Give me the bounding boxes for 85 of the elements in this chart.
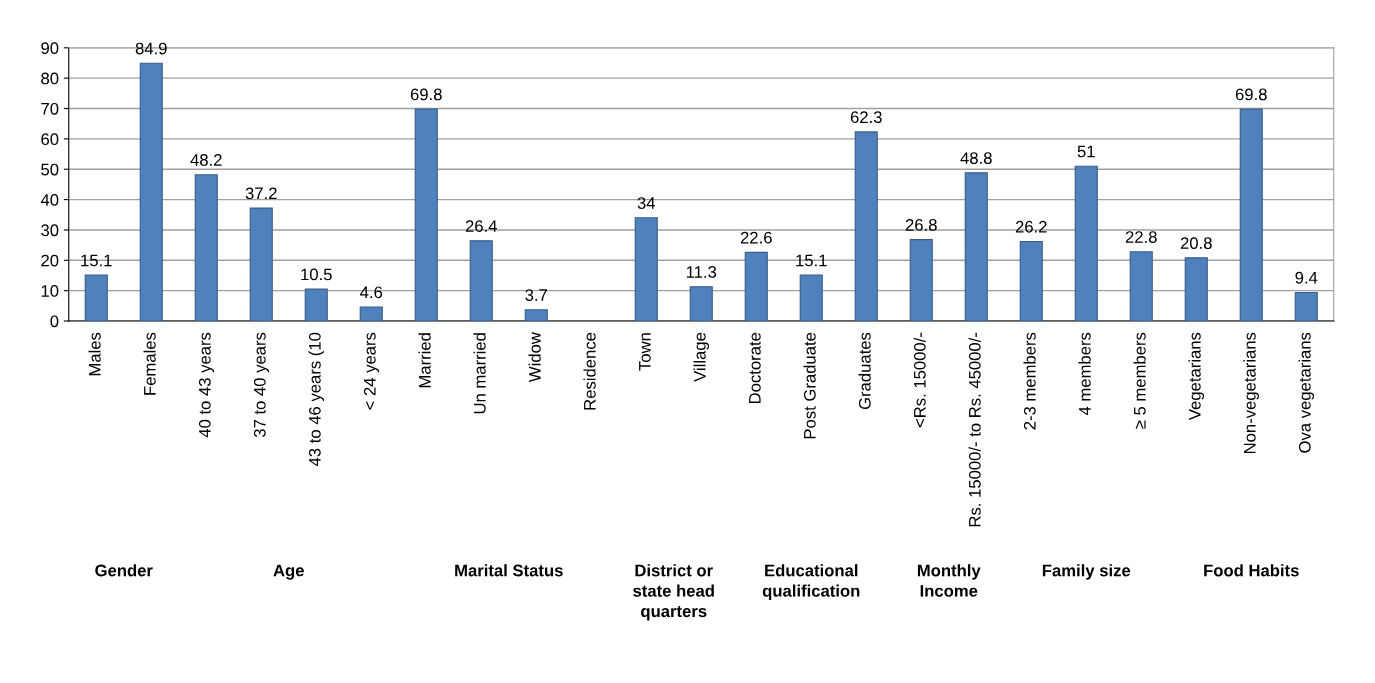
- data-label: 69.8: [1235, 88, 1267, 101]
- x-tick-label: Married: [418, 333, 431, 388]
- data-label: 51: [1077, 145, 1095, 158]
- x-tick-label: 43 to 46 years (10: [308, 332, 325, 467]
- bar: [1019, 240, 1043, 322]
- x-tick-label: Non-vegetarians: [1243, 332, 1260, 454]
- x-tick-label: Females: [143, 332, 156, 395]
- y-tick-label: 60: [41, 133, 59, 146]
- x-tick-label: Ova vegetarians: [1298, 332, 1315, 453]
- bar: [1239, 108, 1263, 322]
- data-label: 26.2: [1015, 220, 1047, 233]
- text: Age: [273, 564, 304, 580]
- bar: [249, 207, 273, 322]
- y-tick-label: 80: [41, 72, 59, 85]
- x-tick-label: ≥ 5 members: [1133, 332, 1146, 429]
- data-label: 15.1: [796, 254, 827, 267]
- x-tick-label: Males: [88, 332, 101, 376]
- y-tick-label: 50: [41, 163, 59, 176]
- bar: [304, 288, 328, 322]
- x-tick-label: Vegetarians: [1188, 332, 1205, 421]
- text: Food Habits: [1204, 564, 1299, 577]
- data-label: 26.8: [905, 219, 937, 231]
- data-label: 37.2: [245, 187, 277, 200]
- data-label: 48.8: [960, 152, 992, 165]
- bar: [524, 309, 548, 322]
- x-tick-label: 4 members: [1078, 332, 1091, 416]
- x-tick-label: Town: [639, 333, 651, 371]
- y-tick-label: 10: [41, 285, 59, 297]
- text: Monthly Income: [917, 564, 981, 597]
- bar: [1129, 251, 1153, 322]
- bar: [1074, 165, 1098, 322]
- data-label: 48.2: [190, 154, 222, 166]
- data-label: 9.4: [1295, 271, 1318, 284]
- text: Marital Status: [455, 564, 563, 577]
- data-label: 10.5: [301, 268, 332, 281]
- y-tick-label: 0: [50, 315, 59, 328]
- text: District or state head quarters: [633, 564, 714, 621]
- data-label: 22.8: [1125, 231, 1157, 243]
- x-tick-label: Residence: [583, 332, 596, 410]
- x-tick-label: 37 to 40 years: [253, 332, 270, 438]
- y-tick-label: 90: [41, 42, 59, 55]
- y-tick-label: 20: [41, 254, 59, 267]
- data-label: 3.7: [525, 289, 547, 301]
- data-label: 15.1: [81, 254, 112, 267]
- x-tick-label: 40 to 43 years: [198, 332, 215, 438]
- x-tick-label: Rs. 15000/- to Rs. 45000/-: [968, 332, 981, 527]
- bar: [744, 251, 768, 322]
- data-label: 34: [637, 197, 656, 209]
- bar: [634, 217, 658, 322]
- data-label: 69.8: [410, 88, 442, 101]
- data-label: 11.3: [686, 266, 717, 278]
- data-label: 20.8: [1180, 237, 1212, 250]
- data-label: 22.6: [740, 231, 772, 244]
- x-tick-label: 2-3 members: [1023, 332, 1036, 430]
- bar: [964, 172, 988, 322]
- y-tick-label: 30: [41, 224, 59, 237]
- bar: [359, 306, 383, 322]
- bar: [84, 274, 108, 322]
- x-tick-label: Widow: [528, 332, 541, 383]
- bar: [1294, 291, 1318, 322]
- x-tick-label: Doctorate: [749, 332, 761, 404]
- bar: [909, 239, 933, 322]
- x-tick-label: < 24 years: [363, 332, 380, 410]
- bar: [1184, 257, 1208, 322]
- bar: [194, 174, 218, 322]
- x-tick-label: Graduates: [858, 332, 871, 410]
- x-tick-label: Post Graduate: [803, 332, 816, 439]
- bar: [689, 286, 713, 322]
- text: Educational qualification: [762, 564, 860, 601]
- y-tick-label: 70: [41, 102, 59, 115]
- text: Family size: [1042, 564, 1131, 580]
- bar: [469, 240, 493, 322]
- bar: [799, 274, 823, 322]
- data-label: 62.3: [850, 111, 882, 124]
- data-label: 26.4: [465, 220, 497, 233]
- bar: [139, 62, 163, 322]
- data-label: 4.6: [360, 286, 383, 299]
- bar: [854, 131, 878, 322]
- x-tick-label: Village: [693, 332, 710, 382]
- x-tick-label: <Rs. 15000/-: [913, 332, 926, 428]
- bar: [414, 108, 438, 322]
- text: Gender: [95, 564, 153, 577]
- x-tick-label: Un married: [473, 333, 486, 414]
- data-label: 84.9: [135, 42, 167, 55]
- y-tick-label: 40: [40, 193, 59, 206]
